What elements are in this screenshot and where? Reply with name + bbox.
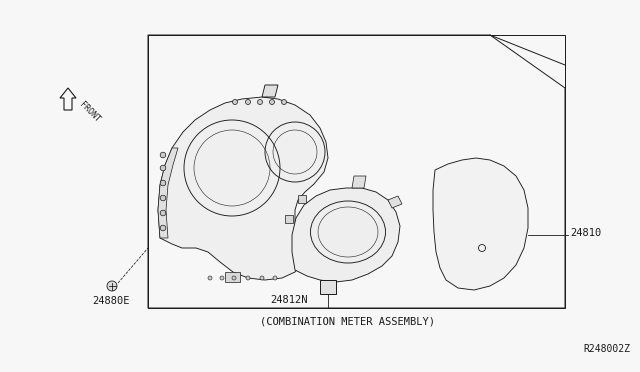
Circle shape — [160, 225, 166, 231]
Circle shape — [160, 195, 166, 201]
Circle shape — [260, 276, 264, 280]
Circle shape — [107, 281, 117, 291]
Text: 24812N: 24812N — [270, 295, 307, 305]
Circle shape — [232, 99, 237, 105]
Circle shape — [246, 276, 250, 280]
Circle shape — [269, 99, 275, 105]
Polygon shape — [225, 272, 240, 282]
Polygon shape — [352, 176, 366, 188]
Polygon shape — [320, 280, 336, 294]
Polygon shape — [285, 215, 293, 223]
Text: FRONT: FRONT — [78, 100, 102, 124]
Polygon shape — [292, 188, 400, 282]
Polygon shape — [262, 85, 278, 97]
Polygon shape — [158, 97, 328, 280]
Text: 24880E: 24880E — [92, 296, 129, 306]
Circle shape — [257, 99, 262, 105]
Circle shape — [246, 99, 250, 105]
Circle shape — [208, 276, 212, 280]
Text: (COMBINATION METER ASSEMBLY): (COMBINATION METER ASSEMBLY) — [260, 316, 435, 326]
Text: 24810: 24810 — [570, 228, 601, 238]
Circle shape — [160, 152, 166, 158]
Polygon shape — [433, 158, 528, 290]
Polygon shape — [298, 195, 306, 203]
Circle shape — [160, 165, 166, 171]
Polygon shape — [158, 148, 178, 238]
Circle shape — [273, 276, 277, 280]
Circle shape — [160, 180, 166, 186]
Text: R248002Z: R248002Z — [583, 344, 630, 354]
Circle shape — [232, 276, 236, 280]
Circle shape — [282, 99, 287, 105]
Polygon shape — [388, 196, 402, 208]
Circle shape — [160, 210, 166, 216]
Circle shape — [220, 276, 224, 280]
